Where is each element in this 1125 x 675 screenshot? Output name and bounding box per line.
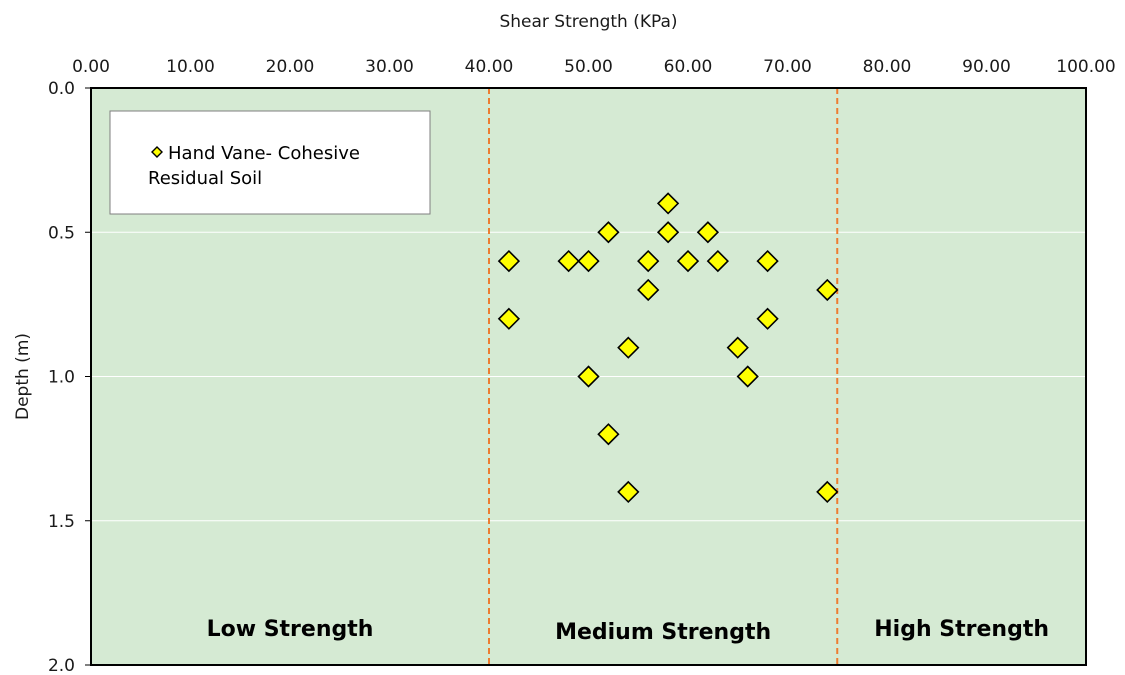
zone-labels: Low Strength Medium Strength High Strength <box>207 617 1049 645</box>
legend-marker-diamond <box>151 146 163 158</box>
data-point <box>637 278 660 302</box>
data-point <box>497 307 521 330</box>
data-point <box>617 336 640 359</box>
x-axis-ticks: 0.00 10.00 20.00 30.00 40.00 50.00 60.00 70.00 8… <box>72 57 1116 77</box>
y-tick-label: 0.0 <box>48 79 75 99</box>
legend-label-line-1: Hand Vane- Cohesive <box>168 143 360 164</box>
legend-label-line-2: Residual Soil <box>148 168 262 189</box>
data-point <box>756 249 779 273</box>
data-point <box>617 480 640 504</box>
data-point <box>637 249 660 273</box>
x-tick-label: 100.00 <box>1056 57 1115 77</box>
y-tick-label: 1.5 <box>48 512 75 532</box>
y-tick-label: 2.0 <box>48 656 75 675</box>
data-point <box>696 221 720 244</box>
data-point <box>577 249 600 273</box>
x-tick-label: 30.00 <box>365 57 414 77</box>
data-point <box>557 249 580 273</box>
x-tick-label: 70.00 <box>763 57 812 77</box>
x-tick-label: 40.00 <box>465 57 514 77</box>
x-tick-label: 20.00 <box>266 57 315 77</box>
zone-label: High Strength <box>874 617 1049 642</box>
data-point <box>597 221 620 244</box>
zone-label: Medium Strength <box>555 620 771 645</box>
data-point <box>656 221 680 244</box>
data-point <box>816 278 839 302</box>
x-tick-label: 60.00 <box>664 57 713 77</box>
threshold-lines <box>488 88 839 665</box>
x-tick-label: 90.00 <box>962 57 1011 77</box>
y-axis-ticks: 0.0 0.5 1.0 1.5 2.0 <box>48 79 91 675</box>
data-points <box>497 192 839 504</box>
y-tick-label: 0.5 <box>48 223 75 243</box>
data-point <box>577 365 600 388</box>
x-tick-label: 50.00 <box>564 57 613 77</box>
data-point <box>597 423 620 446</box>
y-axis-title: Depth (m) <box>13 333 33 420</box>
data-point <box>736 365 759 388</box>
data-point <box>676 249 700 273</box>
zone-label: Low Strength <box>207 617 374 642</box>
x-tick-label: 0.00 <box>72 57 110 77</box>
x-axis-title: Shear Strength (KPa) <box>499 12 677 32</box>
legend-box <box>109 110 431 215</box>
y-tick-label: 1.0 <box>48 368 75 388</box>
data-point <box>706 249 729 273</box>
data-point <box>656 192 680 215</box>
data-point <box>756 307 779 330</box>
data-point <box>816 480 839 504</box>
x-tick-label: 80.00 <box>863 57 912 77</box>
legend: Hand Vane- Cohesive Residual Soil <box>109 110 431 215</box>
x-tick-label: 10.00 <box>166 57 215 77</box>
data-point <box>497 249 521 273</box>
data-point <box>726 336 749 359</box>
